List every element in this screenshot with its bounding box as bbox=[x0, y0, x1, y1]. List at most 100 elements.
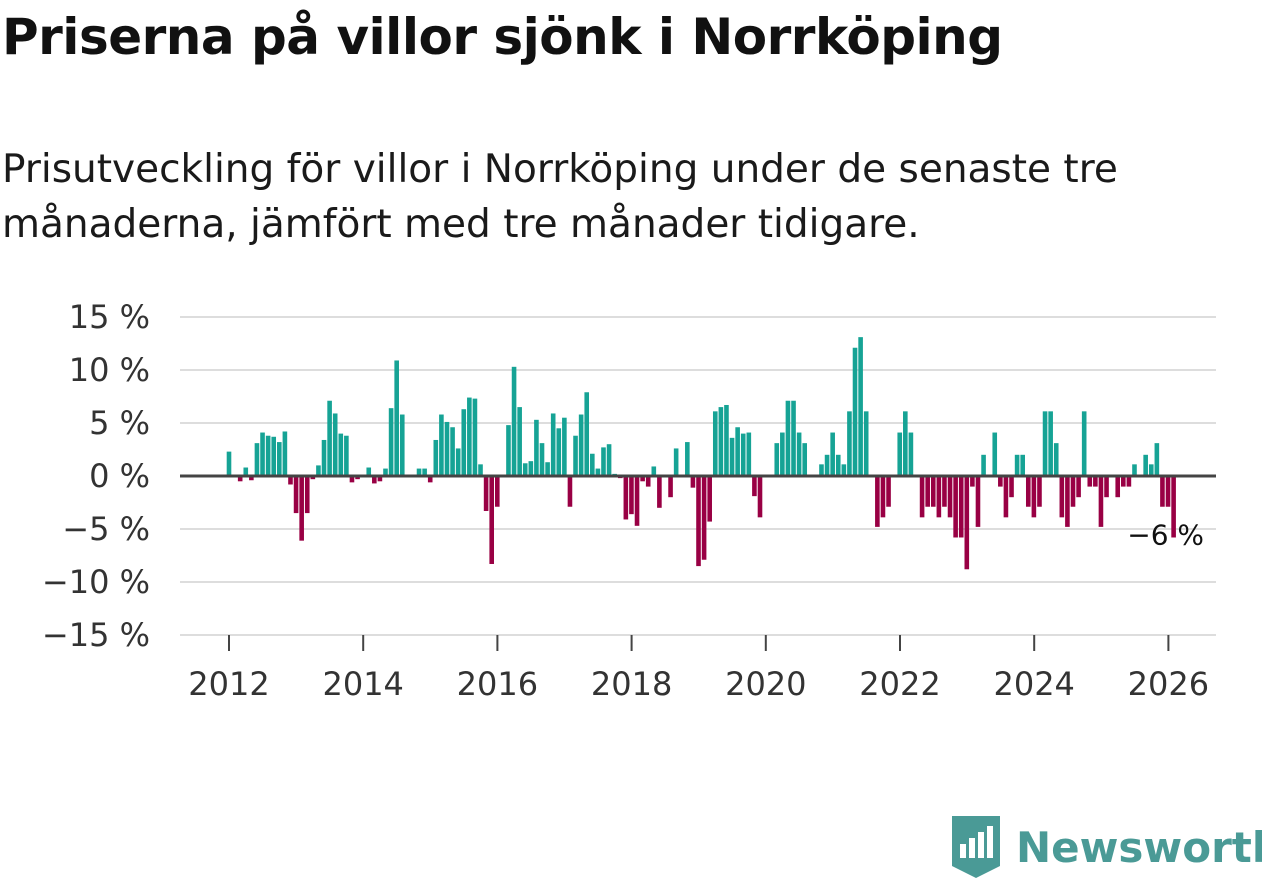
bar bbox=[299, 476, 304, 541]
bar bbox=[757, 476, 763, 518]
bar bbox=[1053, 443, 1059, 476]
bar bbox=[511, 366, 517, 476]
bar bbox=[1048, 411, 1053, 476]
bar bbox=[1065, 476, 1070, 527]
bar bbox=[444, 421, 450, 476]
bar bbox=[802, 443, 808, 476]
brand: Newsworthy bbox=[950, 814, 1262, 880]
bar bbox=[226, 451, 232, 476]
bar bbox=[483, 476, 489, 511]
bar bbox=[696, 476, 701, 567]
x-axis-labels: 2012 2014 2016 2018 2020 2022 2024 2026 bbox=[188, 635, 1209, 703]
bar bbox=[332, 413, 338, 476]
bar bbox=[1031, 476, 1037, 518]
bar bbox=[824, 454, 830, 476]
bar bbox=[992, 432, 998, 476]
bar bbox=[886, 476, 891, 507]
bar bbox=[584, 392, 590, 476]
bar bbox=[930, 476, 936, 507]
x-tick-label: 2012 bbox=[188, 665, 269, 703]
bar bbox=[550, 413, 556, 476]
bar bbox=[316, 465, 321, 476]
bar bbox=[791, 400, 796, 476]
y-tick-label: 15 % bbox=[69, 298, 150, 336]
bar bbox=[1104, 476, 1109, 498]
bar bbox=[249, 476, 254, 481]
bar bbox=[1070, 476, 1076, 507]
bar bbox=[752, 476, 757, 497]
chart-subtitle: Prisutveckling för villor i Norrköping u… bbox=[2, 147, 1118, 247]
bar bbox=[1025, 476, 1031, 507]
bar bbox=[528, 461, 534, 476]
bar bbox=[841, 464, 847, 476]
bar bbox=[344, 435, 349, 476]
bar bbox=[835, 454, 841, 476]
bar bbox=[372, 476, 377, 484]
bar bbox=[1132, 464, 1137, 476]
bar bbox=[953, 476, 958, 538]
bar bbox=[494, 476, 500, 507]
bar bbox=[1126, 476, 1132, 487]
bar bbox=[925, 476, 930, 507]
bar bbox=[657, 476, 662, 508]
bar bbox=[701, 476, 707, 560]
bar bbox=[416, 468, 422, 476]
annotations: −6 % bbox=[1127, 519, 1204, 552]
bar bbox=[1143, 454, 1148, 476]
bar bbox=[964, 476, 970, 570]
bar bbox=[724, 404, 729, 476]
y-tick-label: 5 % bbox=[89, 404, 150, 442]
bar bbox=[1042, 411, 1048, 476]
bar bbox=[1003, 476, 1009, 518]
bar bbox=[556, 428, 562, 476]
bar bbox=[595, 468, 601, 476]
x-tick-label: 2024 bbox=[993, 665, 1074, 703]
bar bbox=[254, 443, 260, 476]
bar bbox=[981, 454, 986, 476]
y-tick-label: −10 % bbox=[42, 563, 150, 601]
x-tick-label: 2022 bbox=[859, 665, 940, 703]
bar bbox=[399, 414, 405, 476]
y-tick-label: −5 % bbox=[62, 510, 150, 548]
bar bbox=[265, 435, 271, 476]
bar bbox=[780, 432, 785, 476]
bar bbox=[707, 476, 712, 522]
bar bbox=[601, 447, 606, 476]
bar bbox=[422, 468, 427, 476]
bar bbox=[796, 432, 802, 476]
bar bbox=[903, 411, 908, 476]
bar bbox=[740, 433, 746, 476]
x-tick-label: 2018 bbox=[591, 665, 672, 703]
y-axis-labels: 15 % 10 % 5 % 0 % −5 % −10 % −15 % bbox=[42, 298, 150, 654]
bar bbox=[271, 436, 277, 476]
bar bbox=[534, 419, 539, 476]
bar bbox=[461, 409, 467, 476]
bar bbox=[936, 476, 942, 518]
bar bbox=[919, 476, 925, 518]
bar bbox=[377, 476, 383, 482]
chart-title: Priserna på villor sjönk i Norrköping bbox=[2, 8, 1003, 66]
bar bbox=[562, 417, 567, 476]
bar bbox=[651, 466, 657, 476]
bar bbox=[629, 476, 634, 515]
bar bbox=[1076, 476, 1081, 498]
bar bbox=[847, 411, 852, 476]
bar bbox=[517, 407, 522, 476]
bar bbox=[908, 432, 914, 476]
bar bbox=[522, 463, 528, 476]
bar bbox=[1121, 476, 1126, 487]
bar bbox=[712, 411, 718, 476]
bar bbox=[349, 476, 355, 483]
bar bbox=[433, 439, 439, 476]
bar bbox=[539, 443, 545, 476]
bar bbox=[852, 347, 858, 476]
bar bbox=[1093, 476, 1098, 487]
newsworthy-logo-icon bbox=[952, 816, 1000, 878]
x-tick-label: 2020 bbox=[725, 665, 806, 703]
bar bbox=[685, 442, 690, 476]
brand-name: Newsworthy bbox=[1016, 822, 1262, 872]
bar bbox=[645, 476, 651, 487]
bar bbox=[260, 432, 265, 476]
bar bbox=[970, 476, 975, 487]
